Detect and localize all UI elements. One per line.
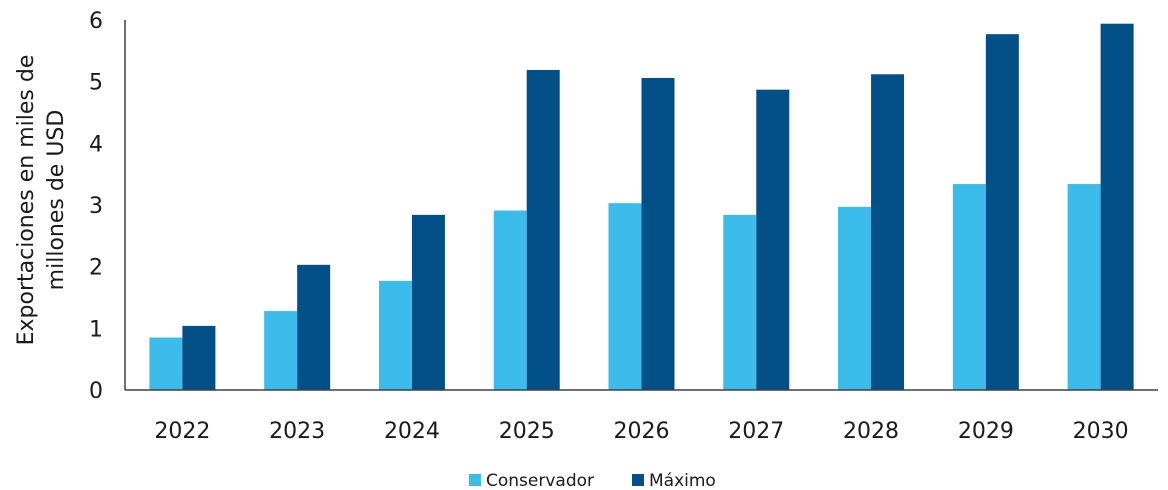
x-tick-label: 2023 xyxy=(269,419,325,444)
bar-mximo-2029 xyxy=(985,34,1019,390)
y-tick-label: 1 xyxy=(89,317,103,342)
bar-conservador-2030 xyxy=(1067,184,1101,390)
legend: Conservador Máximo xyxy=(469,471,716,490)
x-tick-label: 2022 xyxy=(154,419,210,444)
y-tick-label: 2 xyxy=(89,256,103,281)
bar-mximo-2028 xyxy=(871,74,905,391)
x-tick-label: 2030 xyxy=(1073,419,1129,444)
y-axis-label: Exportaciones en miles de millones de US… xyxy=(14,55,69,346)
bar-mximo-2022 xyxy=(182,325,216,390)
x-axis-ticks: 2022 2023 2024 2025 2026 2027 2028 2029 2030 xyxy=(154,419,1128,444)
bar-conservador-2024 xyxy=(378,280,412,390)
bar-conservador-2028 xyxy=(838,206,872,390)
y-axis-label-line-2: millones de USD xyxy=(44,110,69,291)
bar-conservador-2026 xyxy=(608,203,642,390)
legend-label: Máximo xyxy=(649,471,716,490)
bar-mximo-2030 xyxy=(1100,23,1134,390)
x-tick-label: 2025 xyxy=(499,419,555,444)
legend-swatch-mximo xyxy=(632,474,644,486)
y-tick-label: 0 xyxy=(89,379,103,404)
bar-conservador-2023 xyxy=(264,311,298,390)
bar-mximo-2025 xyxy=(526,69,560,390)
legend-label: Conservador xyxy=(486,471,594,490)
y-axis-ticks: 0 1 2 3 4 5 6 xyxy=(89,9,103,404)
legend-swatch-conservador xyxy=(469,474,481,486)
bar-mximo-2027 xyxy=(756,89,790,390)
x-tick-label: 2026 xyxy=(614,419,670,444)
y-tick-label: 3 xyxy=(89,194,103,219)
bar-conservador-2029 xyxy=(952,184,986,390)
bars xyxy=(149,23,1134,391)
y-axis-label-line-1: Exportaciones en miles de xyxy=(14,55,39,346)
y-tick-label: 6 xyxy=(89,9,103,34)
x-tick-label: 2027 xyxy=(728,419,784,444)
x-tick-label: 2029 xyxy=(958,419,1014,444)
bar-conservador-2027 xyxy=(723,214,757,390)
bar-mximo-2026 xyxy=(641,77,675,390)
x-tick-label: 2024 xyxy=(384,419,440,444)
bar-conservador-2022 xyxy=(149,337,183,390)
y-tick-label: 4 xyxy=(89,132,103,157)
bar-conservador-2025 xyxy=(493,210,527,390)
bar-mximo-2024 xyxy=(411,214,445,390)
y-tick-label: 5 xyxy=(89,71,103,96)
bar-mximo-2023 xyxy=(297,264,331,390)
x-tick-label: 2028 xyxy=(843,419,899,444)
